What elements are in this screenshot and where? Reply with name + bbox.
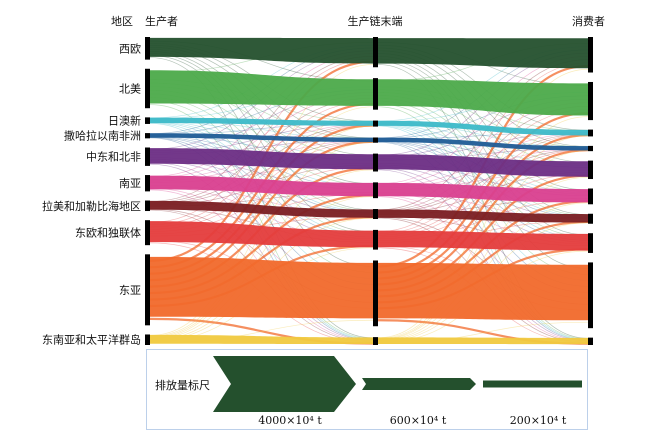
- cross-flow: [377, 106, 589, 340]
- cross-flow: [377, 116, 589, 339]
- flow-ribbon-9: [150, 256, 373, 319]
- legend-arrow-4000: [213, 356, 356, 412]
- node-bar-consumer-5: [588, 160, 593, 180]
- flow-ribbon-5: [150, 148, 373, 170]
- cross-flow: [377, 124, 589, 239]
- legend-arrow-200: [483, 380, 582, 388]
- flow-ribbon-10: [378, 337, 588, 345]
- node-bar-producer-9: [145, 254, 150, 326]
- region-label-2: 北美: [119, 82, 141, 95]
- stage-header-consumer: 消费者: [572, 14, 605, 28]
- region-label-3: 日澳新: [108, 114, 141, 128]
- node-bar-consumer-9: [588, 262, 593, 329]
- node-bar-producer-3: [145, 117, 150, 124]
- node-bar-consumer-6: [588, 188, 593, 205]
- flow-ribbon-3: [150, 117, 373, 126]
- cross-flow: [149, 106, 374, 337]
- node-bar-end-1: [373, 37, 378, 68]
- flow-ribbon-2: [378, 79, 588, 116]
- flow-ribbon-10: [150, 334, 373, 345]
- region-label-6: 南亚: [119, 177, 141, 190]
- node-bar-consumer-4: [588, 145, 593, 152]
- node-bar-end-9: [373, 260, 378, 327]
- cross-flow: [149, 58, 374, 223]
- region-label-10: 东南亚和太平洋群岛: [42, 333, 141, 347]
- flow-ribbon-8: [150, 221, 373, 248]
- node-bar-consumer-2: [588, 81, 593, 121]
- node-bar-end-2: [373, 78, 378, 110]
- cross-flow: [149, 169, 374, 340]
- cross-flow: [377, 134, 589, 236]
- flow-ribbon-4: [378, 137, 588, 151]
- cross-flow: [149, 121, 374, 236]
- flow-ribbon-9: [378, 262, 588, 321]
- node-bar-producer-5: [145, 147, 150, 166]
- legend-title: 排放量标尺: [155, 378, 210, 392]
- node-bar-end-10: [373, 337, 378, 345]
- cross-flow: [149, 163, 374, 342]
- cross-flow: [149, 104, 374, 339]
- legend-label-200: 200×10⁴ t: [510, 414, 567, 427]
- stage-header-end: 生产链末端: [348, 14, 403, 28]
- cross-flow: [377, 169, 589, 342]
- legend-label-4000: 4000×10⁴ t: [258, 414, 322, 427]
- region-labels: 西欧北美日澳新撒哈拉以南非洲中东和北非南亚拉美和加勒比海地区东欧和独联体东亚东南…: [42, 42, 141, 346]
- legend-scale-shapes: [213, 356, 582, 412]
- node-bar-producer-4: [145, 133, 150, 139]
- node-bar-consumer-7: [588, 213, 593, 224]
- cross-flow: [149, 64, 374, 336]
- node-bar-end-4: [373, 137, 378, 143]
- flow-ribbon-7: [150, 200, 373, 218]
- node-bar-end-7: [373, 209, 378, 220]
- flow-ribbon-2: [150, 70, 373, 106]
- node-bar-producer-7: [145, 200, 150, 212]
- node-bar-producer-8: [145, 220, 150, 246]
- legend-box: [146, 349, 588, 430]
- flow-ribbon-1: [150, 37, 373, 64]
- node-bar-producer-1: [145, 37, 150, 60]
- region-label-9: 东亚: [119, 284, 141, 297]
- flow-ribbon-6: [150, 175, 373, 197]
- cross-flow: [377, 62, 589, 233]
- node-bar-producer-6: [145, 175, 150, 192]
- flow-ribbons: [149, 37, 589, 345]
- node-bar-end-3: [373, 120, 378, 127]
- flow-ribbon-8: [378, 230, 588, 251]
- region-label-8: 东欧和独联体: [75, 226, 141, 240]
- cross-flow: [377, 64, 589, 339]
- node-bar-end-8: [373, 229, 378, 250]
- flow-ribbon-3: [378, 120, 588, 136]
- cross-flow: [149, 55, 374, 202]
- node-bar-producer-10: [145, 334, 150, 345]
- node-bar-end-5: [373, 153, 378, 172]
- node-bars: [145, 37, 593, 345]
- flow-ribbon-7: [378, 209, 588, 223]
- node-bar-consumer-1: [588, 37, 593, 73]
- region-label-1: 西欧: [119, 42, 141, 55]
- node-bar-consumer-10: [588, 337, 593, 345]
- region-header: 地区: [111, 15, 133, 28]
- stage-header-producer: 生产者: [145, 14, 178, 28]
- cross-flow: [149, 121, 374, 213]
- region-label-4: 撒哈拉以南非洲: [64, 129, 141, 143]
- cross-flow: [149, 51, 374, 211]
- cross-flow: [377, 140, 589, 218]
- cross-flow: [377, 177, 589, 342]
- cross-flow: [149, 53, 374, 233]
- region-label-5: 中东和北非: [86, 151, 141, 164]
- flow-ribbon-6: [378, 182, 588, 203]
- legend-label-600: 600×10⁴ t: [390, 414, 447, 427]
- legend-arrow-600: [362, 378, 476, 390]
- cross-flow: [377, 68, 589, 339]
- flow-ribbon-5: [378, 154, 588, 177]
- flow-ribbon-4: [150, 133, 373, 143]
- region-label-7: 拉美和加勒比海地区: [42, 199, 141, 213]
- node-bar-end-6: [373, 182, 378, 199]
- node-bar-consumer-8: [588, 233, 593, 253]
- node-bar-producer-2: [145, 68, 150, 109]
- flow-ribbon-1: [378, 38, 588, 69]
- node-bar-consumer-3: [588, 129, 593, 137]
